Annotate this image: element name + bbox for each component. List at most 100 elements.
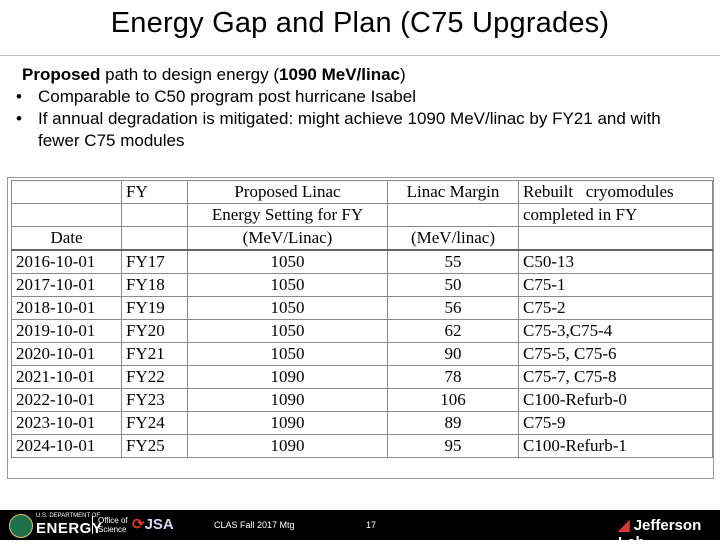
table-row: 2017-10-01 FY18 1050 50 C75-1 xyxy=(11,273,713,297)
doe-seal-logo xyxy=(9,514,33,538)
cell-margin: 106 xyxy=(387,388,519,412)
cell-energy: 1050 xyxy=(187,273,388,297)
title-bar: Energy Gap and Plan (C75 Upgrades) xyxy=(0,0,720,56)
header-rebuilt-1: Rebuilt cryomodules xyxy=(518,180,713,204)
header-cell-empty xyxy=(121,203,188,227)
cell-margin: 90 xyxy=(387,342,519,366)
jefferson-lab-logo: ◢ Jefferson Lab xyxy=(618,516,720,551)
table-frame: FY Proposed Linac Linac Margin Rebuilt c… xyxy=(7,177,714,479)
header-rebuilt-2: completed in FY xyxy=(518,203,713,227)
cell-date: 2023-10-01 xyxy=(11,411,122,435)
intro-bold-energy: 1090 MeV/linac xyxy=(279,65,400,84)
cell-date: 2016-10-01 xyxy=(11,249,122,274)
office-line-2: Science xyxy=(98,525,127,534)
header-margin: Linac Margin xyxy=(387,180,519,204)
header-row-3: Date (MeV/Linac) (MeV/linac) xyxy=(11,226,713,251)
cell-fy: FY24 xyxy=(121,411,188,435)
jsa-swoosh-icon: ⟳ xyxy=(132,516,145,533)
header-fy: FY xyxy=(121,180,188,204)
bullet-item: • Comparable to C50 program post hurrican… xyxy=(14,86,704,108)
header-cell-empty xyxy=(11,180,122,204)
cell-energy: 1090 xyxy=(187,411,388,435)
cell-margin: 95 xyxy=(387,434,519,458)
slide-content: Proposed path to design energy (1090 MeV… xyxy=(14,64,704,152)
header-row-1: FY Proposed Linac Linac Margin Rebuilt c… xyxy=(11,180,713,204)
intro-text-2: ) xyxy=(400,65,406,84)
cell-rebuilt: C75-5, C75-6 xyxy=(518,342,713,366)
jsa-logo: ⟳JSA xyxy=(132,515,174,533)
cell-date: 2022-10-01 xyxy=(11,388,122,412)
energy-plan-table: FY Proposed Linac Linac Margin Rebuilt c… xyxy=(11,180,713,458)
doe-department-text: U.S. DEPARTMENT OF xyxy=(36,513,101,519)
header-margin-unit: (MeV/linac) xyxy=(387,226,519,251)
table-row: 2018-10-01 FY19 1050 56 C75-2 xyxy=(11,296,713,320)
jlab-mark-icon: ◢ xyxy=(618,517,634,534)
cell-margin: 89 xyxy=(387,411,519,435)
doe-energy-logo: ENERGY xyxy=(36,520,103,537)
bullet-glyph: • xyxy=(16,87,22,106)
table-row: 2024-10-01 FY25 1090 95 C100-Refurb-1 xyxy=(11,434,713,458)
cell-margin: 62 xyxy=(387,319,519,343)
cell-fy: FY25 xyxy=(121,434,188,458)
cell-date: 2019-10-01 xyxy=(11,319,122,343)
intro-line: Proposed path to design energy (1090 MeV… xyxy=(14,64,704,86)
header-cell-empty xyxy=(387,203,519,227)
cell-rebuilt: C75-9 xyxy=(518,411,713,435)
intro-text-1: path to design energy ( xyxy=(100,65,280,84)
cell-margin: 56 xyxy=(387,296,519,320)
jsa-text: JSA xyxy=(144,516,174,533)
bullet-glyph: • xyxy=(16,109,22,128)
header-cell-empty xyxy=(11,203,122,227)
header-energy-2: Energy Setting for FY xyxy=(187,203,388,227)
cell-fy: FY22 xyxy=(121,365,188,389)
footer-meeting-name: CLAS Fall 2017 Mtg xyxy=(214,520,295,530)
header-row-2: Energy Setting for FY completed in FY xyxy=(11,203,713,227)
cell-fy: FY19 xyxy=(121,296,188,320)
intro-bold-proposed: Proposed xyxy=(22,65,101,84)
cell-rebuilt: C75-7, C75-8 xyxy=(518,365,713,389)
cell-rebuilt: C100-Refurb-0 xyxy=(518,388,713,412)
cell-rebuilt: C100-Refurb-1 xyxy=(518,434,713,458)
cell-date: 2017-10-01 xyxy=(11,273,122,297)
table-row: 2023-10-01 FY24 1090 89 C75-9 xyxy=(11,411,713,435)
table-row: 2020-10-01 FY21 1050 90 C75-5, C75-6 xyxy=(11,342,713,366)
cell-date: 2020-10-01 xyxy=(11,342,122,366)
cell-margin: 55 xyxy=(387,249,519,274)
cell-margin: 78 xyxy=(387,365,519,389)
cell-energy: 1050 xyxy=(187,342,388,366)
header-date: Date xyxy=(11,226,122,251)
cell-date: 2018-10-01 xyxy=(11,296,122,320)
cell-energy: 1050 xyxy=(187,249,388,274)
bullet-list: • Comparable to C50 program post hurrican… xyxy=(14,86,704,152)
cell-fy: FY18 xyxy=(121,273,188,297)
table-row: 2021-10-01 FY22 1090 78 C75-7, C75-8 xyxy=(11,365,713,389)
cell-fy: FY20 xyxy=(121,319,188,343)
cell-margin: 50 xyxy=(387,273,519,297)
header-energy-unit: (MeV/Linac) xyxy=(187,226,388,251)
bullet-text: Comparable to C50 program post hurricane… xyxy=(38,87,416,106)
cell-energy: 1090 xyxy=(187,388,388,412)
cell-date: 2021-10-01 xyxy=(11,365,122,389)
header-energy-1: Proposed Linac xyxy=(187,180,388,204)
bullet-text: If annual degradation is mitigated: migh… xyxy=(38,109,661,150)
office-line-1: Office of xyxy=(98,516,128,525)
cell-energy: 1090 xyxy=(187,434,388,458)
slide-title: Energy Gap and Plan (C75 Upgrades) xyxy=(110,7,610,39)
cell-rebuilt: C75-1 xyxy=(518,273,713,297)
bullet-item: • If annual degradation is mitigated: mig… xyxy=(14,108,704,152)
cell-rebuilt: C50-13 xyxy=(518,249,713,274)
cell-energy: 1050 xyxy=(187,319,388,343)
cell-fy: FY23 xyxy=(121,388,188,412)
cell-rebuilt: C75-3,C75-4 xyxy=(518,319,713,343)
footer-page-number: 17 xyxy=(366,520,377,530)
office-of-science-logo: Office of Science xyxy=(92,516,128,534)
cell-fy: FY21 xyxy=(121,342,188,366)
table-row: 2019-10-01 FY20 1050 62 C75-3,C75-4 xyxy=(11,319,713,343)
cell-rebuilt: C75-2 xyxy=(518,296,713,320)
cell-fy: FY17 xyxy=(121,249,188,274)
cell-energy: 1050 xyxy=(187,296,388,320)
header-cell-empty xyxy=(518,226,713,251)
footer-bar: U.S. DEPARTMENT OF ENERGY Office of Scie… xyxy=(0,510,720,551)
table-row: 2016-10-01 FY17 1050 55 C50-13 xyxy=(11,249,713,274)
header-cell-empty xyxy=(121,226,188,251)
